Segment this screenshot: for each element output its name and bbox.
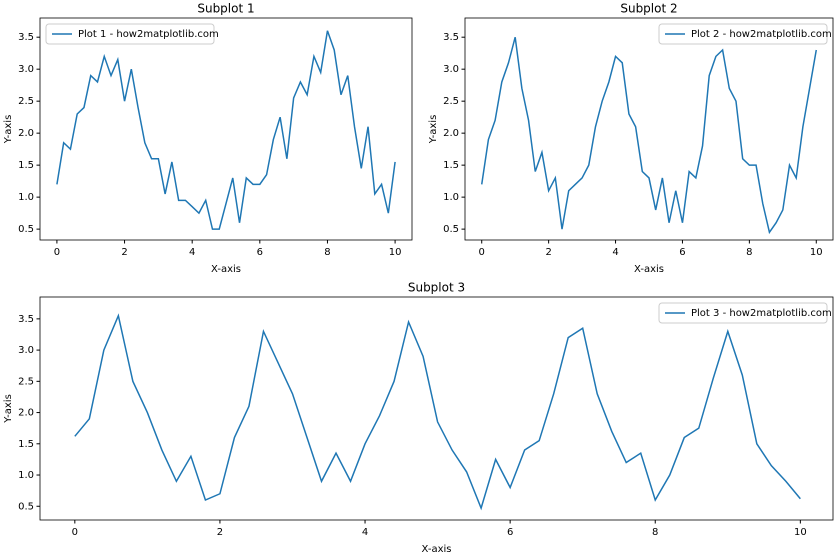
x-tick-label: 10 — [794, 527, 807, 538]
legend-label: Plot 3 - how2matplotlib.com — [691, 308, 832, 319]
legend-box — [45, 23, 215, 45]
y-tick-label: 3.5 — [18, 314, 34, 325]
y-tick-label: 1.5 — [443, 160, 459, 171]
x-tick-label: 4 — [362, 527, 368, 538]
x-axis-label: X-axis — [211, 264, 241, 275]
x-axis-label: X-axis — [634, 264, 664, 275]
x-tick-label: 0 — [479, 247, 485, 258]
x-tick-label: 2 — [121, 247, 127, 258]
axes-frame — [39, 17, 413, 241]
y-tick-label: 1.5 — [18, 439, 34, 450]
x-tick-label: 6 — [257, 247, 263, 258]
y-tick-label: 3.0 — [18, 64, 34, 75]
x-tick-label: 0 — [54, 247, 60, 258]
legend-box — [658, 302, 828, 324]
x-tick-label: 2 — [217, 527, 223, 538]
x-tick-label: 8 — [324, 247, 330, 258]
y-tick-label: 3.0 — [443, 64, 459, 75]
legend-box — [658, 23, 828, 45]
x-tick-label: 8 — [652, 527, 658, 538]
x-tick-label: 4 — [189, 247, 195, 258]
y-tick-label: 0.5 — [18, 224, 34, 235]
data-line — [74, 313, 801, 511]
y-tick-label: 2.5 — [18, 376, 34, 387]
y-tick-label: 1.0 — [443, 192, 459, 203]
x-tick-label: 8 — [746, 247, 752, 258]
y-axis-label: Y-axis — [428, 115, 439, 145]
subplot-title: Subplot 2 — [620, 2, 677, 16]
subplot-title: Subplot 1 — [197, 2, 254, 16]
y-tick-label: 1.5 — [18, 160, 34, 171]
x-tick-label: 6 — [507, 527, 513, 538]
y-tick-label: 2.5 — [18, 96, 34, 107]
axes-frame — [464, 17, 834, 241]
x-tick-label: 4 — [612, 247, 618, 258]
data-line — [480, 37, 818, 235]
subplot-title: Subplot 3 — [408, 281, 465, 295]
data-line — [56, 30, 396, 230]
y-tick-label: 3.0 — [18, 345, 34, 356]
subplot: Subplot 2 0 2 4 6 8 10 0.5 1.0 1.5 2.0 2.5 3.0 3.5 X-a… — [428, 2, 834, 275]
y-tick-label: 3.5 — [443, 32, 459, 43]
y-axis-label: Y-axis — [3, 115, 14, 145]
x-tick-label: 2 — [545, 247, 551, 258]
y-tick-label: 2.5 — [443, 96, 459, 107]
x-tick-label: 10 — [389, 247, 402, 258]
y-tick-label: 0.5 — [443, 224, 459, 235]
y-axis-label: Y-axis — [3, 394, 14, 424]
y-tick-label: 1.0 — [18, 470, 34, 481]
y-tick-label: 0.5 — [18, 501, 34, 512]
legend-label: Plot 1 - how2matplotlib.com — [78, 29, 219, 40]
x-tick-label: 10 — [810, 247, 823, 258]
x-tick-label: 6 — [679, 247, 685, 258]
y-tick-label: 2.0 — [18, 408, 34, 419]
subplot: Subplot 1 0 2 4 6 8 10 0.5 1.0 1.5 2.0 2.5 3.0 3.5 X-a… — [3, 2, 413, 275]
y-tick-label: 3.5 — [18, 32, 34, 43]
y-tick-label: 1.0 — [18, 192, 34, 203]
y-tick-label: 2.0 — [443, 128, 459, 139]
x-axis-label: X-axis — [422, 544, 452, 555]
y-tick-label: 2.0 — [18, 128, 34, 139]
subplot: Subplot 3 0 2 4 6 8 10 0.5 1.0 1.5 2.0 2.5 3.0 3.5 X-a… — [3, 281, 834, 555]
legend-label: Plot 2 - how2matplotlib.com — [691, 29, 832, 40]
x-tick-label: 0 — [72, 527, 78, 538]
axes-frame — [39, 296, 834, 521]
